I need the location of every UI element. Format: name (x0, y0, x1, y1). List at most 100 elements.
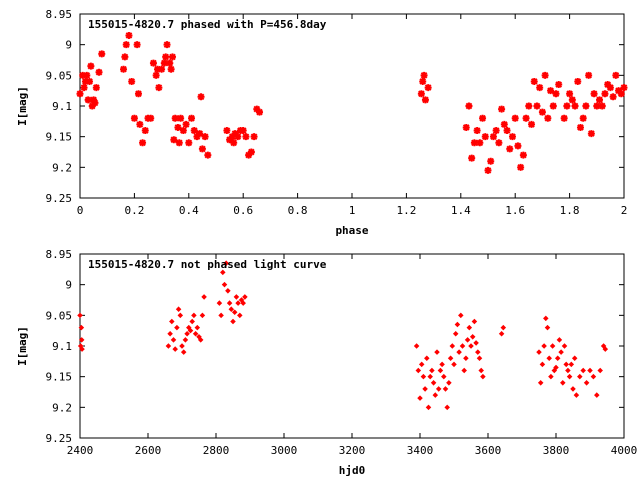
unphased-data-point (536, 349, 542, 355)
unphased-data-point (565, 367, 571, 374)
phased-data-point (525, 102, 533, 110)
unphased-y-tick-label: 9.05 (46, 309, 73, 322)
phased-data-point (234, 133, 242, 141)
phased-data-point (593, 102, 601, 110)
phased-data-point (468, 154, 476, 162)
phased-data-point (149, 59, 157, 67)
unphased-data-point (228, 306, 235, 312)
phased-data-point (528, 120, 536, 128)
phased-data-point (538, 108, 546, 116)
unphased-x-tick-label: 2800 (203, 444, 230, 457)
unphased-y-tick-label: 9 (65, 279, 72, 292)
phased-data-point (239, 127, 247, 135)
phased-data-point (253, 105, 261, 113)
phased-data-point (476, 139, 484, 147)
phased-data-point (541, 71, 549, 79)
phased-data-point (136, 120, 144, 128)
phased-data-point (579, 114, 587, 122)
unphased-data-point (422, 386, 428, 392)
unphased-data-point (167, 330, 173, 337)
phased-data-point (566, 90, 574, 98)
unphased-data-point (480, 373, 486, 380)
unphased-data-point (594, 392, 600, 398)
phased-data-point (489, 133, 497, 141)
unphased-data-point (546, 355, 552, 362)
phased-data-point (606, 84, 614, 92)
unphased-x-tick-label: 2400 (67, 444, 94, 457)
unphased-data-point (597, 367, 603, 374)
phased-data-point (481, 133, 489, 141)
unphased-data-point (571, 355, 578, 362)
phased-data-point (198, 145, 206, 153)
phased-data-point (188, 114, 196, 122)
unphased-data-point (242, 294, 248, 300)
phased-data-point (152, 71, 160, 79)
phased-data-point (141, 127, 149, 135)
unphased-data-point (602, 346, 609, 352)
phased-data-point (576, 123, 584, 131)
unphased-x-axis-label: hjd0 (339, 464, 366, 477)
phased-y-tick-label: 9.25 (46, 192, 73, 205)
unphased-data-point (425, 404, 432, 411)
phased-data-point (420, 71, 428, 79)
unphased-data-point (415, 367, 422, 374)
phased-x-tick-label: 2 (621, 204, 628, 217)
phased-data-point (536, 84, 544, 92)
phased-data-point (228, 133, 236, 141)
phased-data-point (568, 96, 576, 104)
phased-data-point (95, 68, 103, 76)
phased-x-axis-label: phase (335, 224, 368, 237)
phased-data-point (170, 136, 178, 144)
unphased-data-point (424, 355, 430, 362)
phased-data-point (201, 133, 209, 141)
phased-data-point (484, 166, 492, 174)
unphased-data-point (434, 349, 440, 355)
unphased-data-point (544, 324, 551, 331)
phased-data-point (596, 96, 604, 104)
phased-data-point (560, 114, 568, 122)
unphased-y-tick-label: 9.15 (46, 371, 73, 384)
phased-data-point (506, 145, 514, 153)
phased-data-point (250, 133, 258, 141)
phased-data-point (571, 102, 579, 110)
unphased-data-point (187, 327, 194, 334)
unphased-data-point (233, 294, 240, 300)
phased-data-point (470, 139, 478, 147)
unphased-y-tick-label: 8.95 (46, 248, 73, 261)
unphased-data-point (461, 367, 467, 374)
phased-data-point (230, 139, 238, 147)
phased-y-tick-label: 9 (65, 39, 72, 52)
unphased-data-point (456, 349, 462, 355)
phased-data-point (549, 102, 557, 110)
unphased-data-point (439, 361, 445, 368)
phased-y-tick-label: 9.05 (46, 69, 73, 82)
unphased-x-tick-label: 3600 (475, 444, 502, 457)
phased-data-point (247, 148, 255, 156)
phased-data-point (121, 53, 129, 61)
unphased-data-point (543, 315, 549, 322)
phased-data-point (162, 53, 170, 61)
phased-plot-frame (79, 13, 625, 199)
unphased-data-point (580, 367, 586, 374)
phased-data-point (92, 84, 100, 92)
unphased-data-point (432, 392, 439, 398)
unphased-data-point (79, 346, 85, 352)
phased-data-point (139, 139, 147, 147)
unphased-data-point (553, 364, 559, 371)
unphased-data-point (568, 361, 575, 368)
phased-data-points (76, 31, 628, 174)
phased-data-point (134, 90, 142, 98)
phased-data-point (615, 87, 623, 95)
unphased-data-point (172, 346, 178, 352)
unphased-data-point (170, 337, 177, 343)
unphased-data-point (420, 373, 427, 380)
unphased-data-point (197, 337, 204, 343)
unphased-data-point (468, 343, 474, 349)
unphased-data-point (452, 330, 459, 337)
phased-x-tick-label: 1.4 (451, 204, 471, 217)
unphased-data-point (561, 343, 568, 349)
unphased-data-point (194, 324, 201, 331)
unphased-data-point (478, 367, 484, 374)
unphased-data-point (184, 330, 190, 337)
phased-data-point (517, 163, 525, 171)
